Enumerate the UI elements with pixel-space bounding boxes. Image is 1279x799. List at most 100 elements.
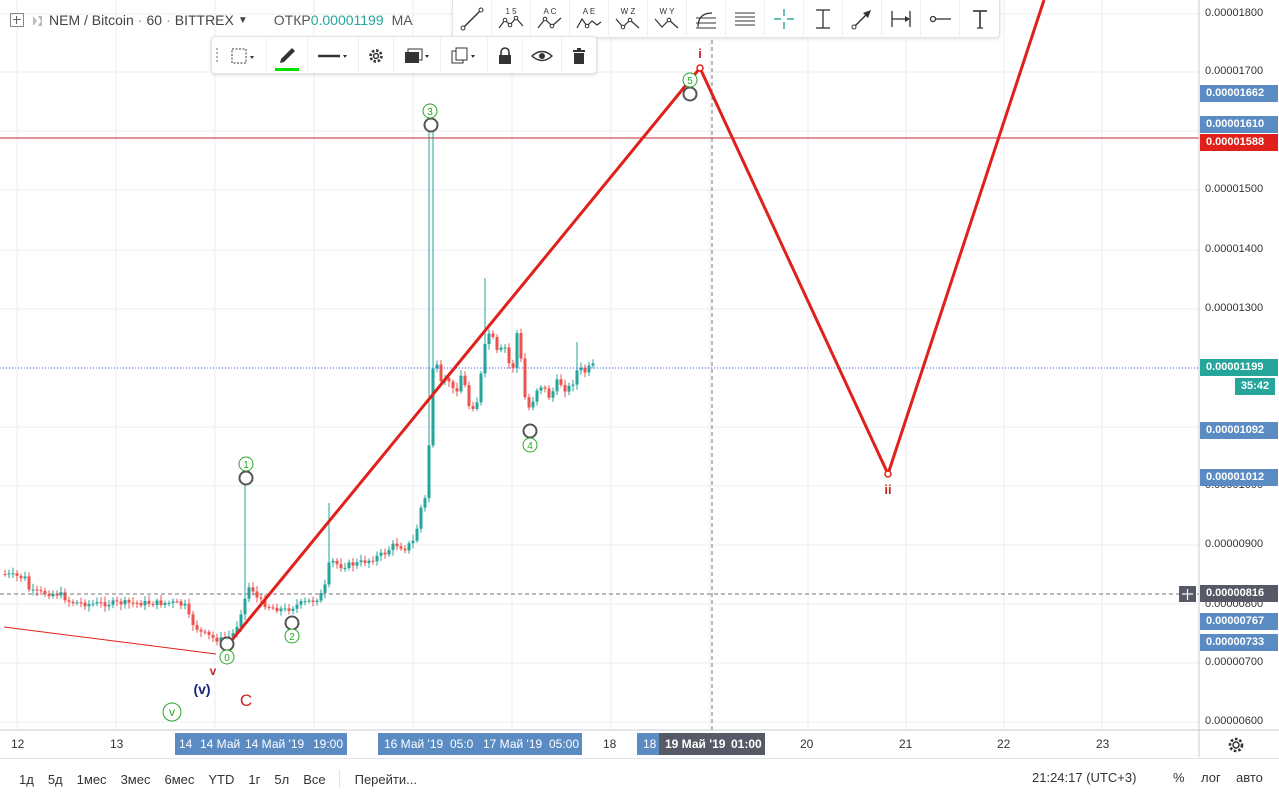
pitchfork-tool[interactable] bbox=[726, 0, 765, 38]
time-tick: 19 Май '19 bbox=[665, 737, 726, 751]
projection-path bbox=[225, 0, 1046, 647]
candle-body bbox=[295, 604, 299, 609]
candle-body bbox=[591, 363, 595, 366]
line-style-icon bbox=[318, 54, 347, 58]
candle-body bbox=[115, 600, 119, 602]
candle-body bbox=[43, 590, 47, 595]
candle-body bbox=[515, 333, 519, 368]
clock[interactable]: 21:24:17 (UTC+3) bbox=[1032, 770, 1137, 785]
line-color-button[interactable] bbox=[267, 37, 308, 75]
candle-body bbox=[139, 602, 143, 606]
candle-body bbox=[327, 562, 331, 585]
ma-indicator-label[interactable]: MA bbox=[391, 12, 413, 28]
candle-body bbox=[167, 602, 171, 604]
wave-label-4-circle bbox=[522, 437, 538, 453]
wave-label-2-circle bbox=[284, 628, 300, 644]
range-1m[interactable]: 1мес bbox=[76, 771, 107, 787]
range-1d[interactable]: 1д bbox=[19, 771, 34, 787]
price-tick: 0.00000700 bbox=[1205, 656, 1264, 668]
wave-label-v-circle bbox=[162, 702, 182, 722]
line-style-button[interactable] bbox=[308, 37, 359, 75]
price-tag-wave-5: 0.00001662 bbox=[1200, 85, 1278, 102]
candle-body bbox=[439, 364, 443, 382]
clone-button[interactable] bbox=[441, 37, 488, 75]
candle-body bbox=[299, 601, 303, 605]
price-axis[interactable]: 0.00001800 0.00001700 0.00001500 0.00001… bbox=[1199, 0, 1279, 730]
time-axis[interactable]: 12 13 14 14 Май 14 Май '19 19:00 16 Май … bbox=[0, 731, 1199, 757]
visual-order-button[interactable] bbox=[394, 37, 441, 75]
wave-marker-3 bbox=[423, 117, 439, 133]
cross-line-tool[interactable] bbox=[765, 0, 804, 38]
candle-body bbox=[559, 379, 563, 385]
symbol-name[interactable]: NEM / Bitcoin bbox=[49, 12, 134, 28]
trend-line-tool[interactable] bbox=[453, 0, 492, 38]
elliott-triangle-tool[interactable]: A E bbox=[570, 0, 609, 38]
range-ytd[interactable]: YTD bbox=[208, 771, 235, 787]
arrow-tool[interactable] bbox=[843, 0, 882, 38]
elliott-correction-label: A C bbox=[543, 7, 557, 16]
price-tag-wave-4: 0.00001092 bbox=[1200, 422, 1278, 439]
line-color-swatch bbox=[275, 67, 299, 71]
elliott-correction-tool[interactable]: A C bbox=[531, 0, 570, 38]
elliott-impulse-tool[interactable]: 1 5 bbox=[492, 0, 531, 38]
range-5y[interactable]: 5л bbox=[274, 771, 290, 787]
chart-settings-gear-icon[interactable] bbox=[1226, 735, 1246, 755]
candle-body bbox=[423, 498, 427, 508]
candle-body bbox=[403, 548, 407, 551]
candle-body bbox=[271, 607, 275, 609]
interval-label[interactable]: 60 bbox=[146, 12, 163, 28]
collapse-legend-icon[interactable] bbox=[10, 13, 24, 27]
parallel-channel-tool[interactable] bbox=[687, 0, 726, 38]
wave-label-3-circle bbox=[422, 103, 438, 119]
auto-scale-toggle[interactable]: авто bbox=[1236, 770, 1263, 785]
candle-body bbox=[507, 347, 511, 364]
candle-body bbox=[251, 587, 255, 592]
bittrex-logo-icon bbox=[32, 14, 43, 26]
range-1y[interactable]: 1г bbox=[248, 771, 261, 787]
hide-button[interactable] bbox=[523, 37, 562, 75]
price-tag-wave-2: 0.00000767 bbox=[1200, 613, 1278, 630]
date-range-tool[interactable] bbox=[882, 0, 921, 38]
time-tick: 20 bbox=[800, 737, 814, 751]
range-3m[interactable]: 3мес bbox=[120, 771, 151, 787]
time-tick: 14 Май bbox=[200, 737, 241, 751]
pencil-icon bbox=[280, 47, 295, 63]
cross-line-icon bbox=[774, 9, 794, 29]
candle-body bbox=[163, 602, 167, 605]
time-range-highlight-3 bbox=[637, 733, 661, 755]
goto-date-button[interactable]: Перейти... bbox=[354, 771, 417, 787]
text-tool[interactable] bbox=[960, 0, 999, 38]
delete-button[interactable] bbox=[562, 37, 596, 75]
price-range-tool[interactable] bbox=[804, 0, 843, 38]
log-scale-toggle[interactable]: лог bbox=[1201, 770, 1221, 785]
candle-body bbox=[135, 602, 139, 604]
price-tick: 0.00001700 bbox=[1205, 65, 1264, 77]
price-tag-current: 0.00001199 bbox=[1200, 359, 1278, 376]
time-range-highlight-2 bbox=[378, 733, 582, 755]
lock-button[interactable] bbox=[488, 37, 523, 75]
horizontal-ray-tool[interactable] bbox=[921, 0, 960, 38]
range-6m[interactable]: 6мес bbox=[164, 771, 195, 787]
range-5d[interactable]: 5д bbox=[47, 771, 63, 787]
candle-body bbox=[211, 635, 215, 638]
price-tick: 0.00001800 bbox=[1205, 7, 1264, 19]
range-all[interactable]: Все bbox=[303, 771, 326, 787]
time-tick: 05:00 bbox=[549, 737, 580, 751]
time-range-highlight-1 bbox=[175, 733, 347, 755]
drag-handle[interactable] bbox=[212, 37, 222, 73]
elliott-double-combo-label: W Z bbox=[620, 7, 636, 16]
candle-body bbox=[567, 385, 571, 392]
candle-body bbox=[259, 597, 263, 600]
candle-body bbox=[307, 600, 311, 602]
elliott-triple-combo-tool[interactable]: W Y bbox=[648, 0, 687, 38]
percent-scale-toggle[interactable]: % bbox=[1173, 770, 1185, 785]
elliott-double-combo-tool[interactable]: W Z bbox=[609, 0, 648, 38]
settings-button[interactable] bbox=[359, 37, 394, 75]
candles bbox=[3, 128, 595, 647]
chevron-down-icon[interactable]: ▼ bbox=[237, 14, 248, 26]
candle-body bbox=[191, 614, 195, 626]
template-button[interactable] bbox=[222, 37, 267, 75]
candle-body bbox=[479, 373, 483, 403]
wave-label-2: 2 bbox=[289, 632, 295, 643]
